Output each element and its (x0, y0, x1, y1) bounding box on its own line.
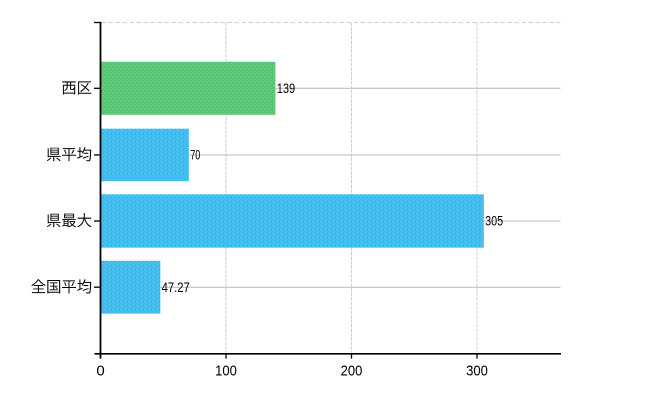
svg-text:305: 305 (485, 214, 503, 229)
svg-text:139: 139 (277, 81, 296, 96)
svg-text:47.27: 47.27 (162, 280, 190, 295)
svg-text:200: 200 (341, 363, 363, 380)
svg-text:0: 0 (96, 363, 104, 380)
svg-text:70: 70 (190, 148, 200, 163)
svg-text:300: 300 (466, 363, 488, 380)
svg-text:100: 100 (215, 363, 237, 380)
